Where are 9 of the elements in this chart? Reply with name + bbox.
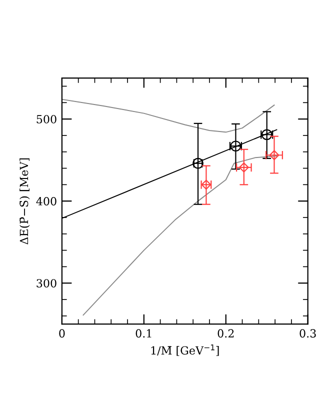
- y-tick-label: 300: [36, 279, 56, 288]
- x-tick-label: 0.1: [136, 329, 152, 338]
- y-axis-title: ΔE(P̄−S̄) [MeV]: [20, 158, 30, 244]
- y-tick-label: 500: [36, 115, 56, 124]
- y-tick-label: 400: [36, 197, 56, 206]
- x-tick-label: 0.2: [218, 329, 234, 338]
- x-tick-label: 0.3: [300, 329, 316, 338]
- x-tick-label: 0: [59, 329, 65, 338]
- x-axis-title: 1/M̄ [GeV$^{−1}$]: [151, 344, 219, 356]
